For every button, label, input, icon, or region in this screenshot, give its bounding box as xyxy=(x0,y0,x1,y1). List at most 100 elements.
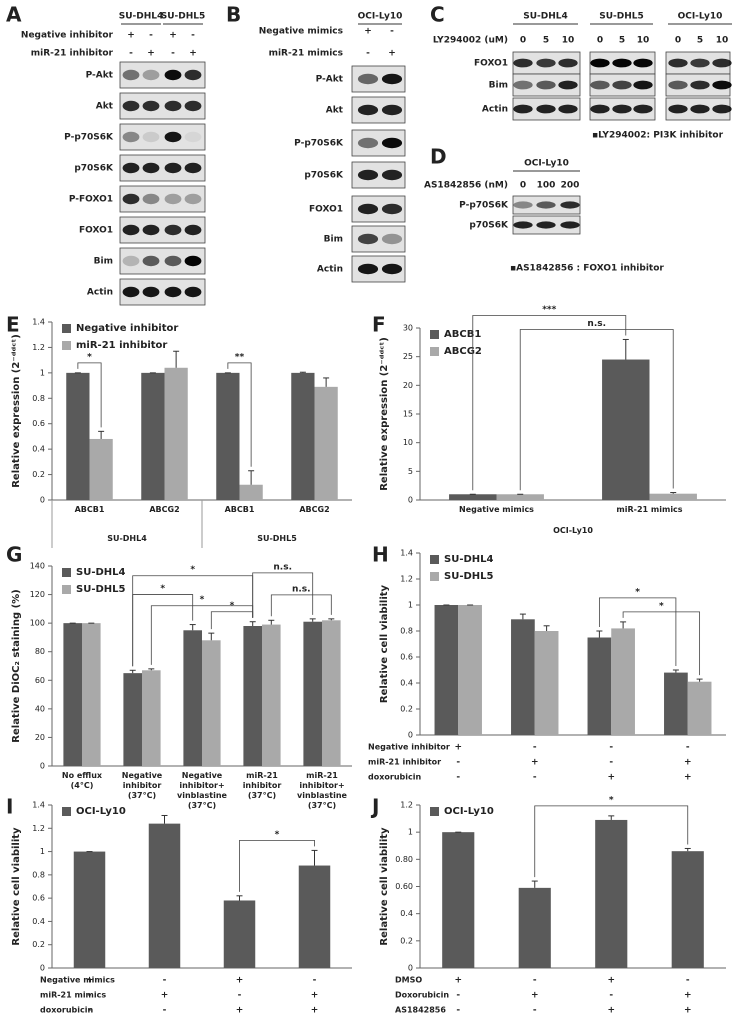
significance-mark: *** xyxy=(542,305,556,315)
y-tick-label: 0.6 xyxy=(400,653,413,662)
cell-line-header: SU-DHL5 xyxy=(599,12,644,22)
condition-label: AS1842856 xyxy=(395,1006,446,1015)
blot-band xyxy=(142,100,160,112)
bar xyxy=(148,823,181,968)
x-tick-label: miR-21 inhibitor (37°C) xyxy=(242,771,282,800)
bar xyxy=(458,605,482,735)
blot-band xyxy=(560,201,580,209)
condition-sign: - xyxy=(456,773,460,783)
condition-sign: + xyxy=(311,991,319,1001)
treatment-label: Negative mimics xyxy=(259,27,343,37)
y-tick-label: 1 xyxy=(408,828,413,837)
legend-swatch xyxy=(430,555,439,564)
bar xyxy=(73,851,106,968)
band-label: P-Akt xyxy=(86,71,114,81)
blot-band xyxy=(142,69,160,81)
y-tick-label: 60 xyxy=(35,676,45,685)
treatment-sign: - xyxy=(366,49,370,59)
y-tick-label: 0.4 xyxy=(400,679,413,688)
blot-band xyxy=(184,162,202,174)
y-tick-label: 0 xyxy=(40,496,45,505)
condition-sign: - xyxy=(456,758,460,768)
blot-band xyxy=(513,80,533,90)
significance-bracket xyxy=(252,572,314,618)
blot-band xyxy=(164,131,182,143)
blot-band xyxy=(164,162,182,174)
y-tick-label: 0 xyxy=(40,964,45,973)
significance-bracket xyxy=(270,594,332,617)
significance-bracket xyxy=(227,362,252,467)
condition-sign: - xyxy=(456,1006,460,1016)
y-tick-label: 140 xyxy=(30,562,45,571)
cell-line-header: SU-DHL4 xyxy=(523,12,568,22)
y-tick-label: 1.2 xyxy=(400,575,413,584)
condition-sign: - xyxy=(533,976,537,986)
treatment-sign: 5 xyxy=(697,36,703,46)
condition-sign: - xyxy=(88,1006,92,1016)
band-label: P-Akt xyxy=(316,75,344,85)
significance-bracket xyxy=(472,315,627,491)
bar xyxy=(141,372,165,500)
bar xyxy=(664,672,688,735)
significance-mark: * xyxy=(275,830,280,840)
y-tick-label: 30 xyxy=(403,324,413,333)
y-tick-label: 0.6 xyxy=(32,419,45,428)
blot-note: ▪LY294002: PI3K inhibitor xyxy=(592,131,724,141)
y-tick-label: 0.8 xyxy=(32,870,45,879)
x-axis-label: OCI-Ly10 xyxy=(553,526,593,535)
condition-label: doxorubicin xyxy=(368,773,421,782)
bar xyxy=(216,372,240,500)
y-tick-label: 5 xyxy=(408,467,413,476)
blot-band xyxy=(536,104,556,114)
condition-sign: - xyxy=(88,991,92,1001)
bar xyxy=(587,637,612,735)
significance-mark: ** xyxy=(235,352,245,362)
y-tick-label: 0.6 xyxy=(32,894,45,903)
significance-mark: * xyxy=(635,587,640,597)
bar xyxy=(434,605,459,735)
y-tick-label: 1 xyxy=(40,847,45,856)
blot-band xyxy=(184,100,202,112)
blot-band xyxy=(536,58,556,68)
blot-band xyxy=(142,162,160,174)
blot-band xyxy=(690,104,710,114)
band-label: P-p70S6K xyxy=(64,133,114,143)
y-tick-label: 0 xyxy=(408,964,413,973)
blot-band xyxy=(164,193,182,205)
treatment-sign: 200 xyxy=(561,181,580,191)
treatment-label: LY294002 (uM) xyxy=(433,36,508,46)
x-tick-label: ABCB1 xyxy=(224,505,255,514)
blot-band xyxy=(357,233,379,245)
bar xyxy=(496,494,544,500)
blot-band xyxy=(357,73,379,85)
cell-line-header: SU-DHL5 xyxy=(161,12,206,22)
significance-mark: * xyxy=(230,601,235,611)
condition-sign: + xyxy=(454,976,462,986)
significance-mark: * xyxy=(160,584,165,594)
x-tick-label: ABCB1 xyxy=(74,505,105,514)
legend-label: OCI-Ly10 xyxy=(76,806,126,817)
x-tick-label: Negative inhibitor (37°C) xyxy=(121,771,163,800)
blot-band xyxy=(668,80,688,90)
y-tick-label: 100 xyxy=(30,619,45,628)
blot-band xyxy=(513,201,533,209)
blot-strip xyxy=(119,123,206,151)
treatment-sign: 0 xyxy=(675,36,681,46)
condition-label: Negative mimics xyxy=(40,976,115,985)
blot-band xyxy=(513,104,533,114)
treatment-sign: 10 xyxy=(637,36,650,46)
y-axis-label: Relative cell viability xyxy=(11,827,22,946)
blot-band xyxy=(712,104,732,114)
bar xyxy=(183,630,202,766)
y-tick-label: 0 xyxy=(408,731,413,740)
bar xyxy=(322,620,341,766)
bar xyxy=(671,851,704,968)
y-tick-label: 0.4 xyxy=(32,917,45,926)
bar xyxy=(239,484,263,500)
bar xyxy=(291,372,315,500)
y-tick-label: 10 xyxy=(403,438,413,447)
cell-line-header: OCI-Ly10 xyxy=(678,12,723,22)
significance-mark: * xyxy=(200,595,205,605)
blot-band xyxy=(122,286,140,298)
y-tick-label: 1.2 xyxy=(32,824,45,833)
